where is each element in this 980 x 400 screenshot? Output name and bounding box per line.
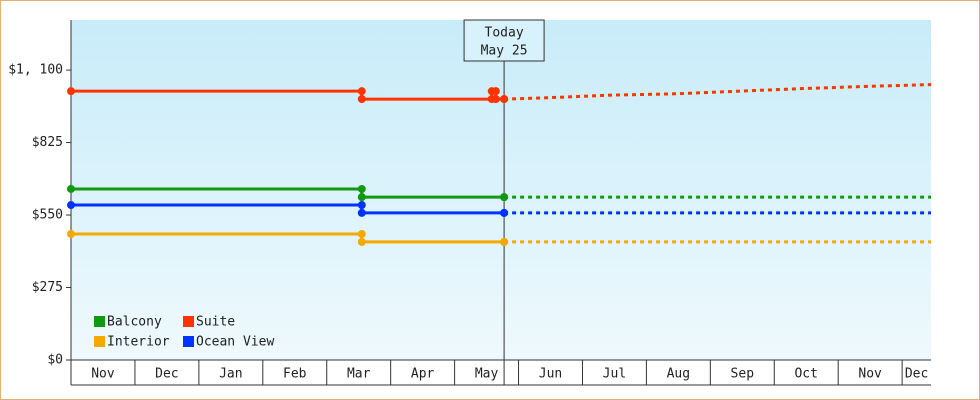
price-point	[500, 95, 509, 104]
y-tick-label: $825	[32, 135, 63, 150]
price-point	[67, 184, 75, 193]
x-tick-label: Mar	[347, 367, 371, 382]
today-box	[463, 19, 545, 62]
y-tick-label: $1, 100	[8, 63, 63, 78]
price-point	[357, 237, 366, 246]
x-tick-label: Dec	[905, 367, 928, 382]
step-marker	[357, 184, 366, 193]
x-tick-label: Jun	[539, 367, 562, 382]
price-point	[67, 230, 75, 239]
legend-label: Ocean View	[196, 335, 274, 350]
x-tick-label: Oct	[794, 367, 817, 382]
step-marker	[357, 201, 366, 210]
x-tick-label: Jul	[603, 367, 626, 382]
price-point	[357, 208, 366, 217]
price-point	[491, 95, 500, 104]
x-tick-label: Aug	[667, 367, 690, 382]
price-point	[500, 237, 509, 246]
step-marker	[357, 87, 366, 96]
price-point	[487, 87, 496, 96]
y-tick-label: $0	[47, 353, 63, 368]
x-tick-label: Apr	[411, 367, 435, 382]
x-tick-label: May	[475, 367, 499, 382]
price-point	[500, 208, 509, 217]
x-tick-label: Nov	[858, 367, 882, 382]
legend-swatch	[183, 316, 194, 327]
legend-label: Interior	[107, 335, 170, 350]
legend-swatch	[183, 336, 194, 347]
price-point	[67, 87, 75, 96]
forecast-line	[504, 83, 932, 101]
x-tick-label: Feb	[283, 367, 307, 382]
price-point	[357, 95, 366, 104]
price-point	[357, 193, 366, 202]
price-point	[500, 193, 509, 202]
x-tick-label: Dec	[155, 367, 178, 382]
x-tick-label: Jan	[219, 367, 242, 382]
today-label: Today	[485, 26, 524, 41]
legend-swatch	[94, 316, 105, 327]
legend-swatch	[94, 336, 105, 347]
y-tick-label: $550	[32, 208, 63, 223]
x-tick-label: Nov	[91, 367, 115, 382]
legend-label: Suite	[196, 315, 235, 330]
legend-label: Balcony	[107, 315, 162, 330]
today-date: May 25	[481, 44, 528, 59]
price-point	[67, 201, 75, 210]
y-tick-label: $275	[32, 280, 63, 295]
x-tick-label: Sep	[731, 367, 755, 382]
step-marker	[357, 230, 366, 239]
